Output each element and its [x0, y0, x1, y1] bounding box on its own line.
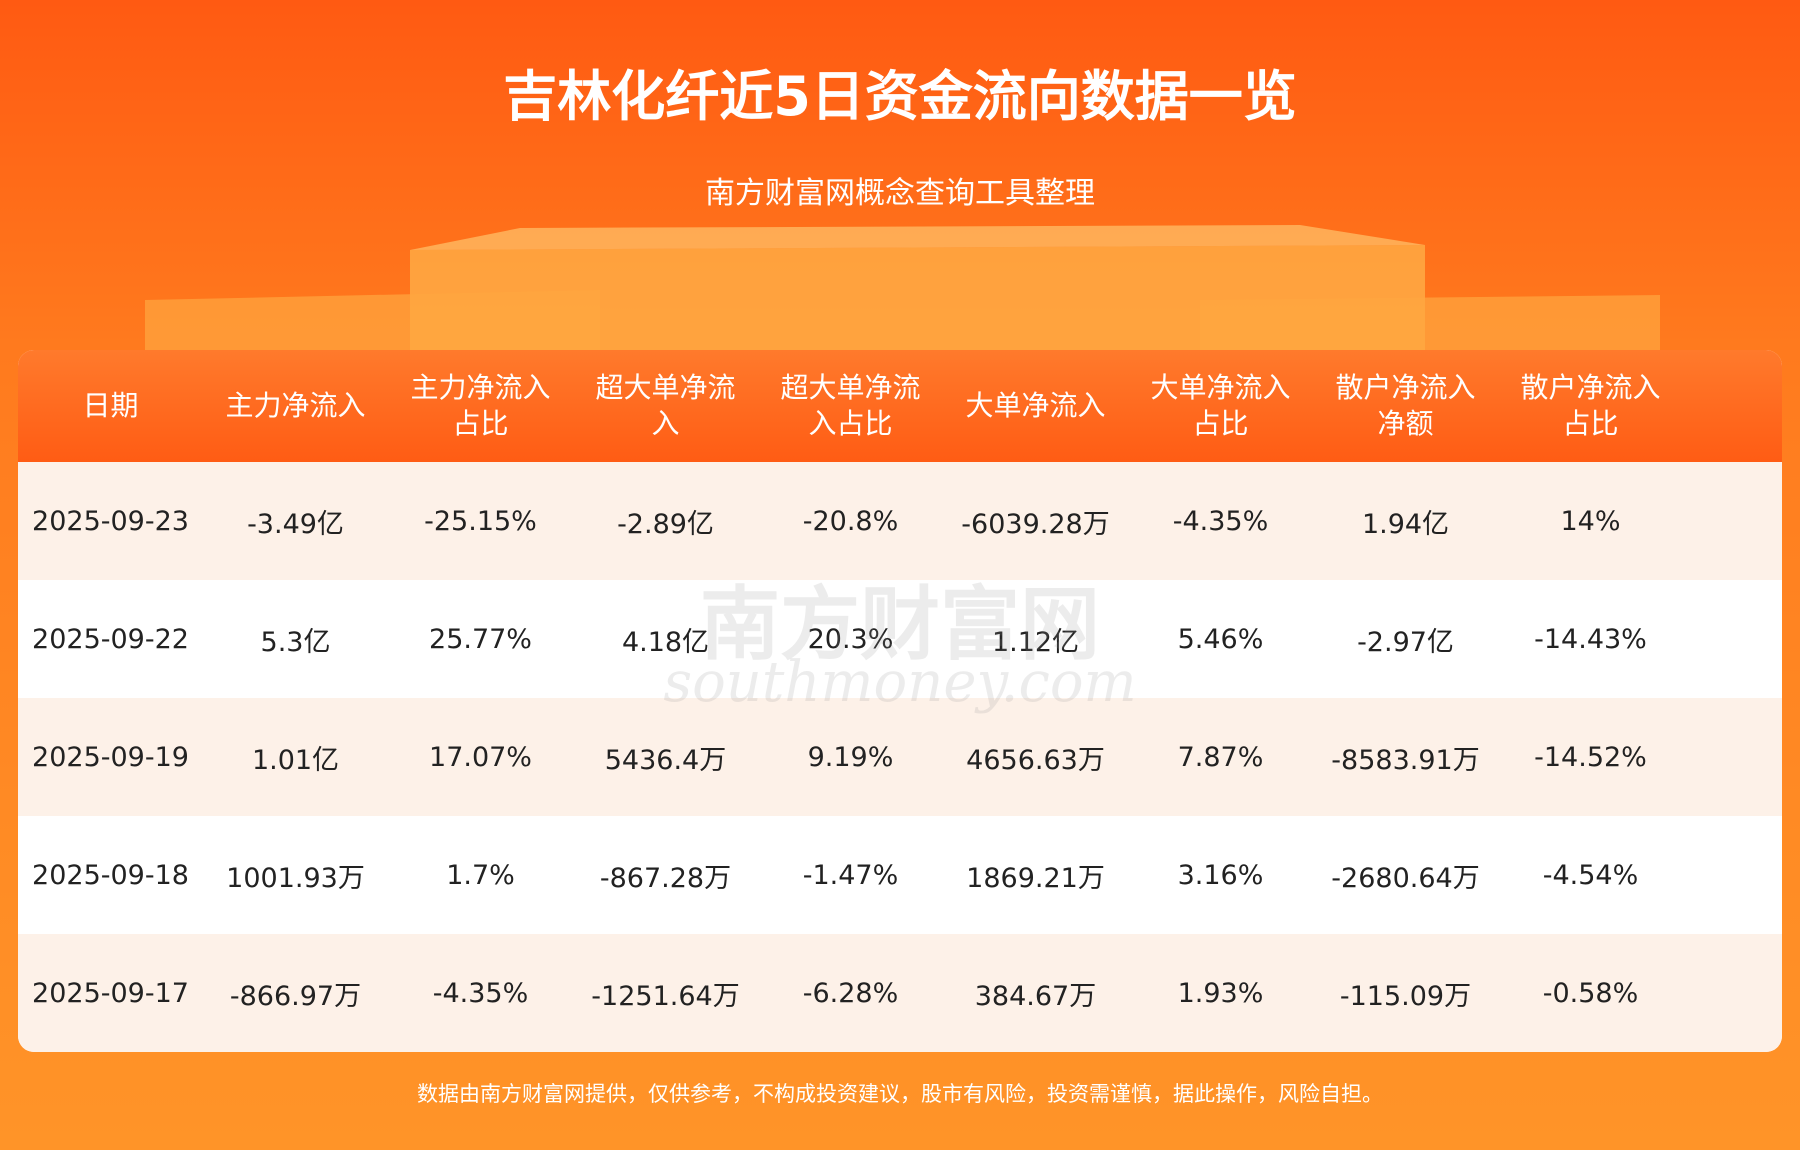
header-text: 超大单净流入占比 [780, 371, 921, 440]
disclaimer: 数据由南方财富网提供，仅供参考，不构成投资建议，股市有风险，投资需谨慎，据此操作… [417, 1082, 1383, 1106]
table-header: 日期 主力净流入 主力净流入占比 超大单净流入 超大单净流入占比 大单净流入 大单净流入占比… [18, 350, 1782, 462]
table-cell: -866.97万 [229, 980, 362, 1012]
table-cell: -20.8% [802, 505, 899, 537]
header-text: 大单净流入 [965, 389, 1106, 422]
table-cell: -4.35% [432, 977, 529, 1009]
header-text: 散户净流入净额 [1335, 371, 1476, 440]
table-cell: 9.19% [807, 741, 894, 773]
table-row: 2025-09-17 -866.97万 -4.35% -1251.64万 -6.28% 3… [18, 934, 1782, 1052]
table-cell: 4656.63万 [966, 744, 1105, 776]
table-cell: 20.3% [807, 623, 894, 655]
subtitle: 南方财富网概念查询工具整理 [705, 176, 1095, 211]
table-cell: -4.35% [1172, 505, 1269, 537]
table-cell: -1.47% [802, 859, 899, 891]
header-cell: 大单净流入占比 [1128, 350, 1313, 462]
table-cell: 25.77% [429, 623, 532, 655]
table-cell: -14.52% [1534, 741, 1647, 773]
table-cell: 2025-09-22 [32, 623, 189, 655]
table-cell: 1.12亿 [991, 626, 1080, 658]
table-cell: 17.07% [429, 741, 532, 773]
data-table: 日期 主力净流入 主力净流入占比 超大单净流入 超大单净流入占比 大单净流入 大单净流入占比… [18, 350, 1782, 1052]
table-cell: 1001.93万 [226, 862, 365, 894]
table-row: 2025-09-18 1001.93万 1.7% -867.28万 -1.47% 1869… [18, 816, 1782, 934]
header-cell: 日期 [18, 350, 203, 462]
table-cell: 5436.4万 [604, 744, 727, 776]
table-cell: 4.18亿 [621, 626, 710, 658]
table-cell: 3.16% [1177, 859, 1264, 891]
table-cell: -2.89亿 [617, 508, 714, 540]
table-cell: -8583.91万 [1331, 744, 1480, 776]
header-cell: 超大单净流入占比 [758, 350, 943, 462]
table-cell: 2025-09-19 [32, 741, 189, 773]
header-text: 超大单净流入 [595, 371, 736, 440]
table-cell: -14.43% [1534, 623, 1647, 655]
table-cell: -6.28% [802, 977, 899, 1009]
table-cell: -6039.28万 [961, 508, 1110, 540]
header-text: 散户净流入占比 [1520, 371, 1661, 440]
header-text: 日期 [82, 389, 139, 422]
header-text: 大单净流入占比 [1150, 371, 1291, 440]
table-cell: -25.15% [424, 505, 537, 537]
table-row: 2025-09-22 5.3亿 25.77% 4.18亿 20.3% 1.12亿 5.46%… [18, 580, 1782, 698]
header-cell: 散户净流入占比 [1498, 350, 1683, 462]
table-body: 2025-09-23 -3.49亿 -25.15% -2.89亿 -20.8% -6039… [18, 462, 1782, 1052]
header-text: 主力净流入 [225, 389, 366, 422]
table-cell: 1.93% [1177, 977, 1264, 1009]
background-decoration [145, 225, 1660, 350]
table-cell: 1.7% [446, 859, 515, 891]
header-cell: 大单净流入 [943, 350, 1128, 462]
header-cell: 散户净流入净额 [1313, 350, 1498, 462]
table-cell: 14% [1560, 505, 1621, 537]
table-cell: -2.97亿 [1357, 626, 1454, 658]
header-cell: 主力净流入占比 [388, 350, 573, 462]
header-text: 主力净流入占比 [410, 371, 551, 440]
header-cell: 主力净流入 [203, 350, 388, 462]
table-cell: -3.49亿 [247, 508, 344, 540]
table-cell: 7.87% [1177, 741, 1264, 773]
title: 吉林化纤近5日资金流向数据一览 [503, 65, 1297, 128]
table-row: 2025-09-23 -3.49亿 -25.15% -2.89亿 -20.8% -6039… [18, 462, 1782, 580]
table-cell: 5.3亿 [260, 626, 331, 658]
table-cell: 1.94亿 [1361, 508, 1450, 540]
table-cell: -2680.64万 [1331, 862, 1480, 894]
table-cell: -1251.64万 [591, 980, 740, 1012]
table-cell: 2025-09-23 [32, 505, 189, 537]
table-cell: -867.28万 [599, 862, 732, 894]
table-cell: 5.46% [1177, 623, 1264, 655]
table-cell: 2025-09-18 [32, 859, 189, 891]
table-cell: 2025-09-17 [32, 977, 189, 1009]
table-cell: -115.09万 [1339, 980, 1472, 1012]
table-cell: 384.67万 [974, 980, 1097, 1012]
table-cell: 1.01亿 [251, 744, 340, 776]
table-cell: 1869.21万 [966, 862, 1105, 894]
table-cell: -4.54% [1542, 859, 1639, 891]
header-cell: 超大单净流入 [573, 350, 758, 462]
table-cell: -0.58% [1542, 977, 1639, 1009]
table-row: 2025-09-19 1.01亿 17.07% 5436.4万 9.19% 4656.63… [18, 698, 1782, 816]
